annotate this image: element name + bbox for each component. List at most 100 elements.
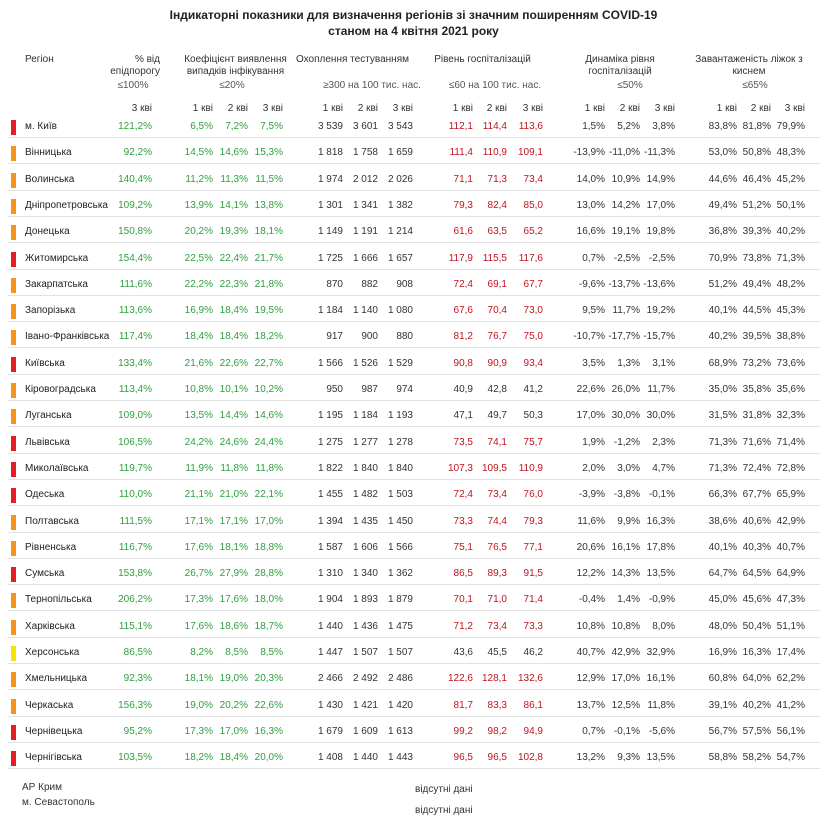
- cell-value: 16,3%: [254, 725, 283, 737]
- region-marker: [11, 172, 16, 188]
- cell-value: 19,0%: [184, 699, 213, 711]
- threshold: ≤65%: [742, 80, 768, 91]
- cell-value: 1 140: [352, 305, 378, 317]
- region-name: Вінницька: [25, 147, 72, 159]
- region-name: Київська: [25, 357, 65, 369]
- cell-value: 20,2%: [219, 699, 248, 711]
- cell-value: 64,5%: [742, 568, 771, 580]
- cell-value: 61,6: [453, 226, 473, 238]
- region-marker: [11, 435, 16, 451]
- cell-value: 109,0%: [118, 410, 152, 422]
- cell-value: 17,1%: [219, 515, 248, 527]
- cell-value: 1 507: [352, 647, 378, 658]
- period-header: 1 кві: [584, 103, 605, 114]
- region-marker: [11, 540, 16, 556]
- cell-value: 17,1%: [184, 515, 213, 527]
- cell-value: 9,3%: [617, 752, 640, 764]
- cell-value: 107,3: [447, 462, 473, 474]
- cell-value: 63,5: [487, 226, 507, 238]
- cell-value: 70,9%: [708, 252, 737, 264]
- cell-value: 19,2%: [646, 305, 675, 317]
- cell-value: 74,1: [487, 436, 507, 448]
- cell-value: 16,3%: [742, 647, 771, 658]
- cell-value: 50,8%: [742, 147, 771, 159]
- cell-value: 153,8%: [118, 568, 152, 580]
- cell-value: 11,2%: [185, 173, 213, 185]
- cell-value: 65,9%: [776, 489, 805, 501]
- region-marker: [11, 304, 16, 320]
- cell-value: 18,4%: [184, 331, 213, 343]
- cell-value: 71,3%: [708, 436, 737, 448]
- cell-value: 81,7: [453, 699, 473, 711]
- cell-value: 50,4%: [742, 620, 771, 632]
- cell-value: 974: [396, 384, 413, 395]
- footer-region: АР Крим: [22, 782, 62, 793]
- cell-value: 45,3%: [776, 305, 805, 317]
- cell-value: 18,1%: [184, 673, 213, 685]
- cell-value: 73,4: [487, 620, 507, 632]
- cell-value: 72,8%: [776, 462, 805, 474]
- cell-value: 1 080: [387, 305, 413, 317]
- cell-value: 79,3: [523, 515, 543, 527]
- cell-value: 72,4: [453, 278, 473, 290]
- row-divider: [8, 137, 820, 138]
- cell-value: 2,3%: [652, 436, 675, 448]
- cell-value: 13,5%: [646, 752, 675, 764]
- cell-value: -15,7%: [643, 331, 675, 343]
- cell-value: 908: [396, 278, 413, 290]
- cell-value: 75,1: [453, 541, 473, 553]
- cell-value: 91,5: [523, 568, 543, 580]
- cell-value: 86,5: [453, 568, 473, 580]
- cell-value: 1 818: [317, 147, 343, 159]
- cell-value: 83,8%: [708, 121, 737, 132]
- cell-value: 10,1%: [219, 384, 248, 395]
- cell-value: 10,8%: [576, 620, 605, 632]
- cell-value: -11,3%: [644, 147, 675, 159]
- region-marker: [11, 330, 16, 346]
- cell-value: 917: [326, 331, 343, 343]
- cell-value: 3,5%: [582, 357, 605, 369]
- cell-value: 14,2%: [611, 199, 640, 211]
- threshold: ≤60 на 100 тис. нас.: [448, 80, 542, 91]
- cell-value: 115,1%: [118, 620, 152, 632]
- cell-value: 39,5%: [742, 331, 771, 343]
- cell-value: 64,7%: [708, 568, 737, 580]
- cell-value: 1 657: [387, 252, 413, 264]
- cell-value: 68,9%: [708, 357, 737, 369]
- row-divider: [8, 584, 820, 586]
- row-divider: [8, 531, 820, 533]
- cell-value: 18,7%: [254, 620, 283, 632]
- cell-value: 10,2%: [254, 384, 283, 395]
- cell-value: 19,0%: [219, 673, 248, 685]
- cell-value: 73,5: [453, 436, 473, 448]
- cell-value: 11,9%: [185, 462, 213, 474]
- cell-value: 21,0%: [219, 489, 248, 501]
- cell-value: 71,1: [453, 173, 473, 185]
- cell-value: 40,2%: [708, 331, 737, 343]
- cell-value: 24,6%: [219, 436, 248, 448]
- cell-value: -2,5%: [613, 252, 640, 264]
- cell-value: 1 440: [352, 752, 378, 764]
- cell-value: 51,1%: [776, 620, 805, 632]
- cell-value: 28,8%: [254, 568, 283, 580]
- cell-value: 17,6%: [184, 620, 213, 632]
- cell-value: 11,8%: [220, 462, 248, 474]
- cell-value: 8,0%: [652, 620, 675, 632]
- cell-value: 48,2%: [776, 278, 805, 290]
- group-title: Завантаженість ліжок з киснем: [695, 54, 803, 77]
- cell-value: 22,6%: [219, 357, 248, 369]
- cell-value: 16,6%: [576, 226, 605, 238]
- cell-value: 117,6: [518, 252, 543, 264]
- cell-value: -0,1%: [648, 489, 675, 501]
- cell-value: 1 879: [387, 594, 413, 606]
- cell-value: 1,9%: [582, 436, 605, 448]
- period-header: 3 кві: [131, 103, 152, 114]
- cell-value: 3 601: [352, 121, 378, 132]
- region-marker: [11, 619, 16, 635]
- cell-value: 39,3%: [742, 226, 771, 238]
- cell-value: 14,0%: [576, 173, 605, 185]
- cell-value: 47,3%: [776, 594, 805, 606]
- cell-value: 1 503: [387, 489, 413, 501]
- threshold: ≤50%: [617, 80, 643, 91]
- cell-value: 16,1%: [611, 541, 640, 553]
